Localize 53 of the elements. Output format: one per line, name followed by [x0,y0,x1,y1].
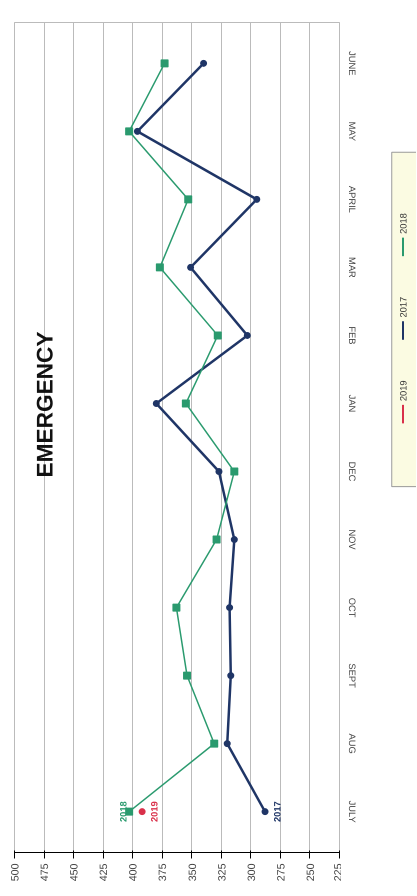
y-tick-label: AUG [347,734,357,754]
x-tick-label: 475 [39,863,52,882]
point [183,672,192,680]
point [212,536,221,544]
x-tick-label: 500 [10,863,22,882]
point [172,604,180,612]
x-tick-label: 375 [157,863,170,882]
y-tick-label: JAN [347,394,357,412]
point [215,468,222,476]
point [262,808,269,816]
x-tick-label: 250 [304,863,317,882]
y-tick-label: MAY [347,122,357,142]
text: 2019 [150,801,160,822]
y-tick-label: NOV [347,529,357,550]
point [253,196,260,203]
point [184,195,192,204]
point [244,332,251,339]
point [200,60,208,67]
y-tick-label: SEPT [347,663,357,688]
text: EMERGENCY [32,331,58,478]
x-tick-label: 350 [186,863,199,882]
point [227,672,234,680]
point [160,59,169,68]
point [210,740,218,748]
y-tick-label: JULY [347,800,357,824]
x-tick-label: 425 [98,863,110,882]
point [226,604,234,612]
x-tick-label: 450 [68,863,81,882]
point [214,331,222,340]
y-tick-label: JUNE [347,51,357,76]
point [230,468,238,476]
x-tick-label: 300 [246,863,258,882]
point [138,808,146,816]
text: 2019 [398,380,408,402]
point [230,536,238,544]
text: 2018 [398,213,408,234]
point [134,128,141,135]
point [152,400,160,407]
x-tick-label: 275 [275,863,288,882]
y-tick-label: APRIL [347,186,357,213]
point [125,127,134,136]
y-tick-label: DEC [347,462,357,482]
point [182,399,190,408]
y-tick-label: OCT [347,598,357,618]
x-tick-label: 400 [128,863,140,882]
y-tick-label: FEB [347,326,357,345]
y-tick-label: MAR [347,257,357,278]
text: 2017 [272,801,283,822]
point [156,263,164,272]
x-tick-label: 325 [216,863,228,882]
point [224,740,231,748]
point [187,264,194,271]
text: 2017 [398,296,408,318]
